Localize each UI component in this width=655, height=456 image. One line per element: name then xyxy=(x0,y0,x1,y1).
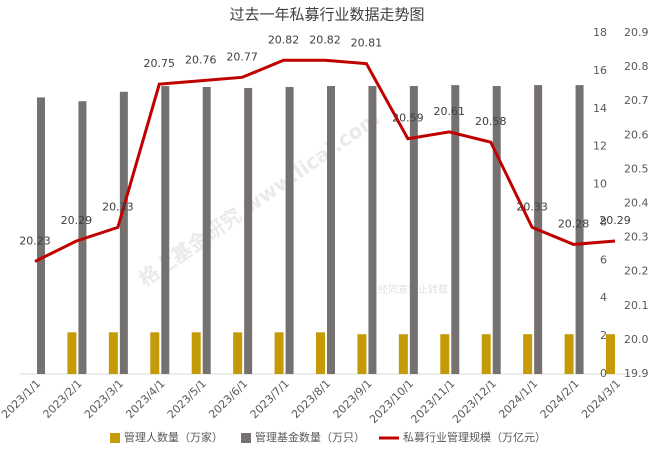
bar xyxy=(108,332,118,374)
y-tick-label: 12 xyxy=(593,140,607,153)
y-tick-label: 2 xyxy=(600,329,607,342)
data-label: 20.28 xyxy=(558,217,590,230)
y-tick-label: 14 xyxy=(593,102,607,115)
bar xyxy=(37,97,45,375)
watermark: 未经同意禁止转载 xyxy=(368,283,448,296)
bar xyxy=(492,86,501,375)
bar xyxy=(481,334,491,374)
y-tick-label: 8 xyxy=(600,215,607,228)
bar xyxy=(564,334,574,374)
data-label: 20.77 xyxy=(226,50,258,63)
bar xyxy=(316,332,325,374)
data-label: 20.23 xyxy=(19,234,51,247)
bar xyxy=(285,86,294,374)
bar xyxy=(119,91,128,374)
bar xyxy=(233,332,243,374)
y-tick-label: 0 xyxy=(600,367,607,380)
y-tick-label: 18 xyxy=(593,26,607,39)
y2-tick-label: 20.0 xyxy=(624,333,649,346)
bar xyxy=(368,86,377,375)
y2-tick-label: 20.3 xyxy=(624,231,649,244)
bar xyxy=(523,334,533,374)
bar xyxy=(575,85,584,374)
y2-tick-label: 20.8 xyxy=(624,60,649,73)
bar xyxy=(440,334,450,374)
bar xyxy=(274,332,284,374)
bar xyxy=(244,87,253,374)
legend-swatch xyxy=(110,433,120,443)
y2-tick-label: 20.9 xyxy=(624,26,649,39)
bar xyxy=(398,334,408,374)
data-label: 20.82 xyxy=(309,33,341,46)
data-label: 20.59 xyxy=(392,112,424,125)
data-label: 20.29 xyxy=(61,214,93,227)
data-label: 20.82 xyxy=(268,33,300,46)
bar xyxy=(327,86,335,375)
bar xyxy=(150,332,160,374)
bar xyxy=(357,334,367,374)
y-tick-label: 6 xyxy=(600,253,607,266)
y2-tick-label: 20.2 xyxy=(624,265,649,278)
bar xyxy=(451,85,460,374)
y2-tick-label: 20.7 xyxy=(624,94,649,107)
data-label: 20.81 xyxy=(351,37,383,50)
data-label: 20.76 xyxy=(185,54,217,67)
legend-label: 私募行业管理规模（万亿元） xyxy=(403,430,546,444)
bar xyxy=(191,332,201,374)
data-label: 20.61 xyxy=(434,105,466,118)
bar xyxy=(606,334,615,374)
bar xyxy=(202,86,211,374)
data-label: 20.58 xyxy=(475,115,507,128)
line xyxy=(34,58,616,263)
y2-tick-label: 20.6 xyxy=(624,128,649,141)
legend-swatch xyxy=(241,433,251,443)
data-label: 20.75 xyxy=(144,57,176,70)
y-tick-label: 16 xyxy=(593,64,607,77)
y-tick-label: 4 xyxy=(600,291,607,304)
bar xyxy=(161,86,170,375)
legend-label: 管理基金数量（万只） xyxy=(255,430,365,444)
y2-tick-label: 19.9 xyxy=(624,367,649,380)
y2-tick-label: 20.4 xyxy=(624,197,649,210)
data-label: 20.29 xyxy=(599,214,631,227)
legend-label: 管理人数量（万家） xyxy=(124,430,223,444)
y-tick-label: 10 xyxy=(593,178,607,191)
data-label: 20.33 xyxy=(102,200,134,213)
y2-tick-label: 20.1 xyxy=(624,299,649,312)
chart-title: 过去一年私募行业数据走势图 xyxy=(229,6,424,24)
bar xyxy=(409,86,418,375)
y2-tick-label: 20.5 xyxy=(624,162,649,175)
data-label: 20.33 xyxy=(516,200,548,213)
bar xyxy=(67,332,77,374)
